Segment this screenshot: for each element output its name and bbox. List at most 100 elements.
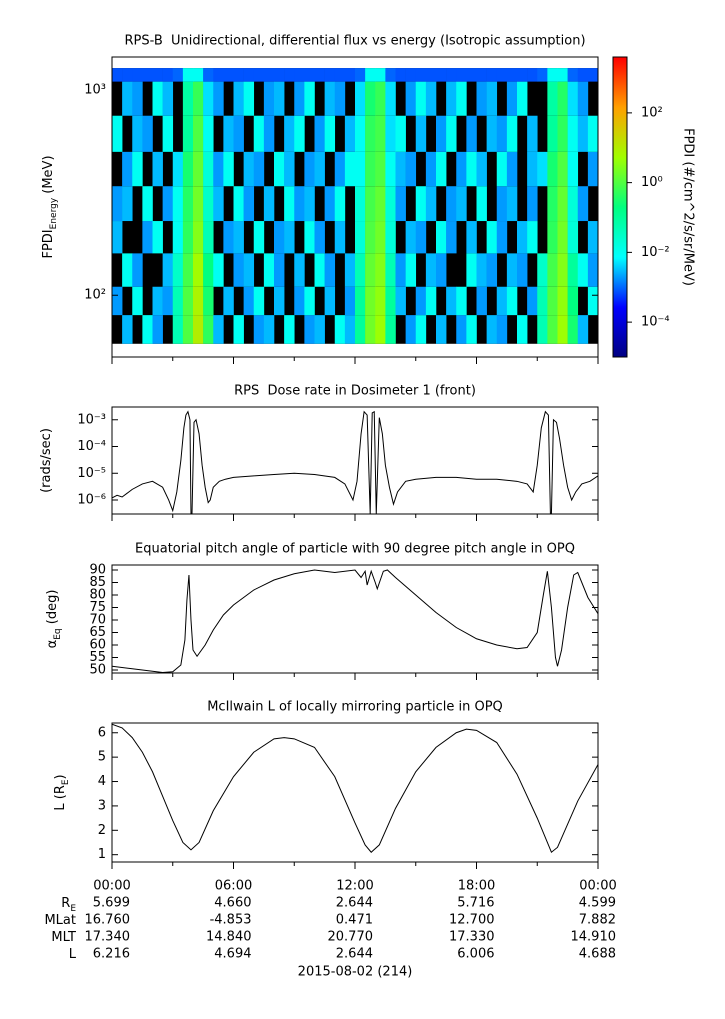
heatmap-cell [486, 221, 498, 254]
heatmap-cell [436, 315, 447, 344]
colorbar-cell [613, 183, 627, 186]
plot-area [112, 410, 598, 514]
panel-title: RPS Dose rate in Dosimeter 1 (front) [234, 384, 476, 399]
colorbar-cell [613, 69, 627, 72]
colorbar-cell [613, 221, 627, 224]
label-subscript: E [70, 904, 76, 914]
y-axis-label: L (RE) [53, 774, 71, 810]
heatmap-cell [112, 221, 123, 254]
heatmap-cell [304, 221, 315, 254]
x-tick-label: 12:00 [336, 879, 373, 894]
heatmap-cell [486, 315, 498, 344]
heatmap-cell [375, 315, 386, 344]
heatmap-cell [415, 315, 427, 344]
heatmap-cell [294, 253, 305, 287]
heatmap-cell [375, 253, 386, 287]
heatmap-cell [172, 151, 184, 187]
heatmap-cell [466, 315, 477, 344]
heatmap-cell [213, 151, 224, 187]
heatmap-cell [496, 186, 508, 222]
colorbar-cell [613, 179, 627, 182]
colorbar-cell [613, 63, 627, 66]
heatmap-cell [132, 286, 143, 316]
heatmap-cell [284, 221, 295, 254]
heatmap-cell [355, 81, 366, 116]
colorbar-cell [613, 255, 627, 258]
heatmap-cell [182, 68, 194, 82]
heatmap-cell [567, 81, 579, 116]
label-subscript: E [61, 779, 71, 785]
heatmap-cell [344, 315, 356, 344]
colorbar-cell [613, 171, 627, 174]
colorbar-cell [613, 345, 627, 348]
heatmap-cell [405, 81, 417, 116]
heatmap-cell [476, 186, 487, 222]
data-line [112, 723, 598, 854]
y-tick-label: 10⁻³ [77, 412, 106, 427]
heatmap-cell [405, 68, 417, 82]
y-axis-label: αEq (deg) [45, 590, 63, 649]
heatmap-cell [527, 221, 538, 254]
heatmap-cell [446, 68, 457, 82]
data-line [112, 569, 598, 673]
ephemeris-value: 2.644 [336, 947, 373, 962]
heatmap-cell [223, 151, 234, 187]
heatmap-cell [567, 286, 579, 316]
heatmap-cell [152, 221, 163, 254]
heatmap-cell [122, 81, 133, 116]
colorbar-cell [613, 193, 627, 196]
y-tick-label: 1 [98, 847, 106, 862]
colorbar-cell [613, 235, 627, 238]
colorbar-cell [613, 65, 627, 68]
heatmap-cell [365, 186, 376, 222]
ephemeris-value: 12.700 [449, 913, 495, 928]
colorbar-cell [613, 135, 627, 138]
heatmap-cell [486, 81, 498, 116]
heatmap-cell [253, 115, 265, 152]
label-part: (MeV) [41, 155, 56, 197]
heatmap-cell [172, 286, 184, 316]
heatmap-cell [243, 186, 255, 222]
label-subscript: Energy [49, 197, 59, 229]
heatmap-cell [223, 221, 234, 254]
heatmap-cell [122, 186, 133, 222]
heatmap-cell [567, 186, 579, 222]
heatmap-cell [284, 151, 295, 187]
colorbar-cell [613, 175, 627, 178]
colorbar-cell [613, 267, 627, 270]
colorbar-cell [613, 327, 627, 330]
colorbar-cell [613, 303, 627, 306]
colorbar-cell [613, 185, 627, 188]
heatmap-cell [304, 151, 315, 187]
heatmap-cell [223, 115, 234, 152]
panel-title: RPS-B Unidirectional, differential flux … [124, 34, 585, 49]
heatmap-cell [496, 315, 508, 344]
heatmap-cell [132, 81, 143, 116]
colorbar-cell [613, 147, 627, 150]
heatmap-cell [375, 286, 386, 316]
colorbar-cell [613, 233, 627, 236]
colorbar-cell [613, 349, 627, 352]
heatmap-cell [324, 81, 336, 116]
colorbar-cell [613, 121, 627, 124]
heatmap-cell [547, 186, 558, 222]
heatmap-cell [557, 81, 568, 116]
heatmap-cell [476, 81, 487, 116]
heatmap-cell [537, 253, 548, 287]
heatmap-cell [274, 253, 285, 287]
heatmap-cell [587, 221, 598, 254]
heatmap-cell [304, 315, 315, 344]
heatmap-cell [476, 68, 487, 82]
heatmap-cell [344, 151, 356, 187]
heatmap-cell [506, 68, 518, 82]
heatmap-cell [334, 186, 346, 222]
label-part: L [69, 947, 77, 962]
heatmap-cell [456, 286, 467, 316]
colorbar-cell [613, 187, 627, 190]
heatmap-cell [193, 115, 204, 152]
colorbar-cell [613, 107, 627, 110]
heatmap-cell [314, 115, 325, 152]
colorbar-cell [613, 109, 627, 112]
heatmap-cell [425, 81, 437, 116]
colorbar-cell [613, 315, 627, 318]
